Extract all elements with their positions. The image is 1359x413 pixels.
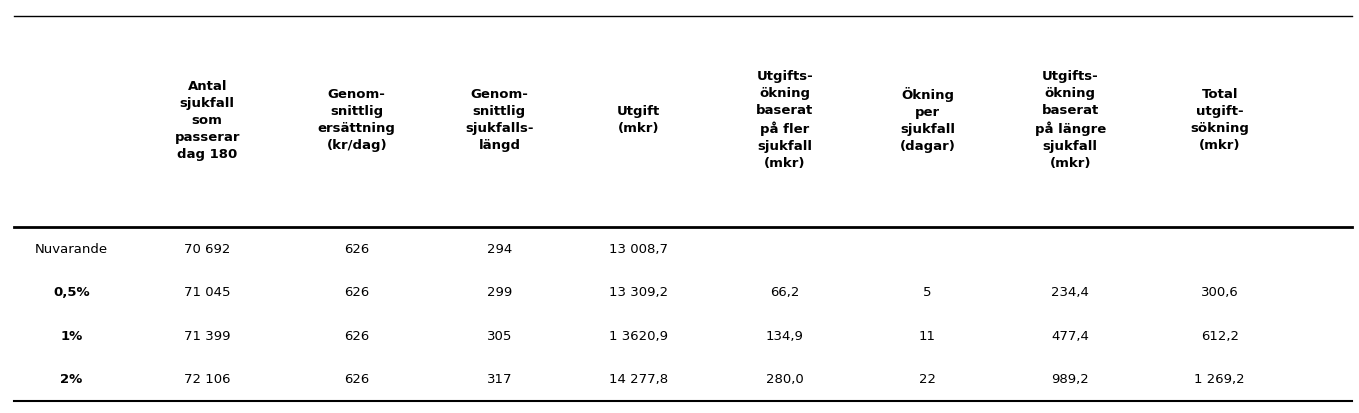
Text: 280,0: 280,0 (766, 373, 803, 385)
Text: 317: 317 (487, 373, 512, 385)
Text: 66,2: 66,2 (771, 286, 799, 299)
Text: 300,6: 300,6 (1201, 286, 1238, 299)
Text: 14 277,8: 14 277,8 (609, 373, 669, 385)
Text: 626: 626 (344, 373, 370, 385)
Text: 70 692: 70 692 (183, 242, 231, 255)
Text: 71 045: 71 045 (183, 286, 231, 299)
Text: 626: 626 (344, 329, 370, 342)
Text: 989,2: 989,2 (1052, 373, 1089, 385)
Text: Utgifts-
ökning
baserat
på fler
sjukfall
(mkr): Utgifts- ökning baserat på fler sjukfall… (756, 70, 814, 170)
Text: 2%: 2% (60, 373, 83, 385)
Text: 13 309,2: 13 309,2 (609, 286, 669, 299)
Text: 612,2: 612,2 (1201, 329, 1238, 342)
Text: 305: 305 (487, 329, 512, 342)
Text: 134,9: 134,9 (766, 329, 803, 342)
Text: 294: 294 (487, 242, 512, 255)
Text: 22: 22 (919, 373, 936, 385)
Text: 626: 626 (344, 242, 370, 255)
Text: 0,5%: 0,5% (53, 286, 90, 299)
Text: 11: 11 (919, 329, 936, 342)
Text: Ökning
per
sjukfall
(dagar): Ökning per sjukfall (dagar) (900, 87, 955, 153)
Text: Total
utgift-
sökning
(mkr): Total utgift- sökning (mkr) (1190, 88, 1249, 152)
Text: 72 106: 72 106 (183, 373, 231, 385)
Text: 299: 299 (487, 286, 512, 299)
Text: 1 3620,9: 1 3620,9 (609, 329, 669, 342)
Text: 477,4: 477,4 (1052, 329, 1089, 342)
Text: 626: 626 (344, 286, 370, 299)
Text: 5: 5 (923, 286, 932, 299)
Text: 1 269,2: 1 269,2 (1195, 373, 1245, 385)
Text: 234,4: 234,4 (1052, 286, 1089, 299)
Text: 13 008,7: 13 008,7 (609, 242, 669, 255)
Text: 71 399: 71 399 (183, 329, 231, 342)
Text: Utgifts-
ökning
baserat
på längre
sjukfall
(mkr): Utgifts- ökning baserat på längre sjukfa… (1034, 70, 1106, 170)
Text: Antal
sjukfall
som
passerar
dag 180: Antal sjukfall som passerar dag 180 (174, 79, 241, 160)
Text: Genom-
snittlig
sjukfalls-
längd: Genom- snittlig sjukfalls- längd (465, 88, 534, 152)
Text: Utgift
(mkr): Utgift (mkr) (617, 105, 660, 135)
Text: Nuvarande: Nuvarande (35, 242, 107, 255)
Text: 1%: 1% (60, 329, 83, 342)
Text: Genom-
snittlig
ersättning
(kr/dag): Genom- snittlig ersättning (kr/dag) (318, 88, 395, 152)
